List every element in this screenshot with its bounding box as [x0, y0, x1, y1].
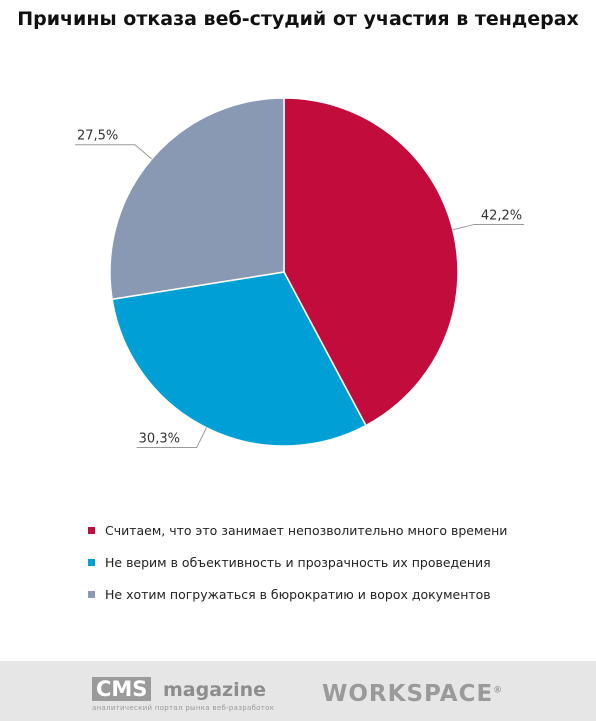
- callout-line: [136, 427, 207, 448]
- workspace-registered-mark: ®: [493, 685, 504, 696]
- workspace-logo-text: WORKSPACE: [322, 681, 494, 707]
- callout-line: [452, 223, 525, 231]
- pie-slice: [111, 271, 367, 447]
- data-label: 42,2%: [481, 208, 522, 223]
- cms-logo-word: CMS: [92, 677, 152, 701]
- chart-title: Причины отказа веб-студий от участия в т…: [17, 8, 579, 30]
- pie-chart: 42,2% 30,3% 27,5%: [74, 97, 525, 448]
- workspace-logo: WORKSPACE®: [322, 681, 503, 707]
- legend-label: Считаем, что это занимает непозволительн…: [105, 522, 508, 538]
- legend-item: Считаем, что это занимает непозволительн…: [88, 520, 507, 540]
- cms-logo-rest: magazine: [163, 679, 267, 701]
- legend-swatch: [88, 558, 95, 566]
- footer-bar: CMS magazine аналитический портал рынка …: [0, 661, 596, 721]
- legend-swatch: [88, 526, 95, 534]
- cms-subtitle: аналитический портал рынка веб-разработо…: [92, 704, 275, 712]
- data-label: 30,3%: [139, 431, 180, 446]
- callout-line: [74, 144, 153, 160]
- pie-slice: [109, 97, 285, 301]
- data-label: 27,5%: [77, 129, 118, 144]
- legend-swatch: [88, 590, 95, 598]
- legend-label: Не верим в объективность и прозрачность …: [105, 554, 491, 570]
- legend: Считаем, что это занимает непозволительн…: [88, 520, 507, 616]
- legend-label: Не хотим погружаться в бюрократию и воро…: [105, 586, 491, 602]
- legend-item: Не хотим погружаться в бюрократию и воро…: [88, 584, 507, 604]
- legend-item: Не верим в объективность и прозрачность …: [88, 552, 507, 572]
